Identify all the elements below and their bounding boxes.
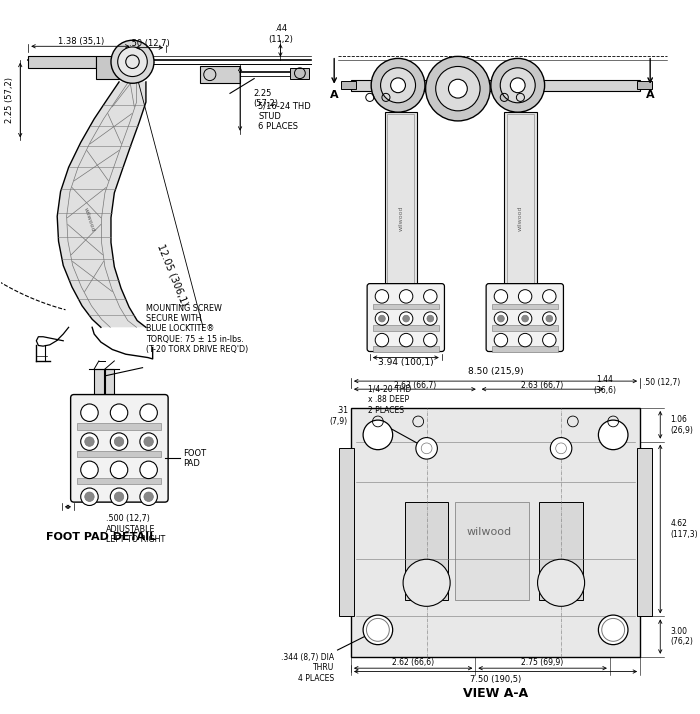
Circle shape <box>510 78 525 93</box>
Text: .500 (12,7)
ADJUSTABLE
LEFT TO RIGHT: .500 (12,7) ADJUSTABLE LEFT TO RIGHT <box>106 514 164 544</box>
Text: 2.62 (66,6): 2.62 (66,6) <box>392 658 434 668</box>
Text: VIEW A-A: VIEW A-A <box>463 688 528 700</box>
Circle shape <box>602 618 624 641</box>
Text: 7.50 (190,5): 7.50 (190,5) <box>470 675 522 684</box>
Text: 1.06
(26,9): 1.06 (26,9) <box>671 415 693 435</box>
Text: 12.05 (306,1): 12.05 (306,1) <box>156 242 190 308</box>
Text: 5/16-24 THD
STUD
6 PLACES: 5/16-24 THD STUD 6 PLACES <box>258 101 311 131</box>
Circle shape <box>400 290 413 303</box>
Circle shape <box>542 312 556 326</box>
Text: wilwood: wilwood <box>518 206 523 231</box>
Text: wilwood: wilwood <box>398 206 403 231</box>
Circle shape <box>400 312 413 326</box>
Text: 2.75 (69,9): 2.75 (69,9) <box>522 658 564 668</box>
Text: 3.94 (100,1): 3.94 (100,1) <box>377 358 433 368</box>
Circle shape <box>538 559 584 606</box>
Circle shape <box>546 315 553 322</box>
Bar <box>78 423 162 430</box>
Bar <box>437 86 445 106</box>
Circle shape <box>111 40 154 84</box>
Circle shape <box>111 433 128 451</box>
Text: 1.44
(36,6): 1.44 (36,6) <box>594 376 617 395</box>
Bar <box>504 112 536 324</box>
Bar <box>470 86 479 106</box>
Polygon shape <box>57 82 146 327</box>
Circle shape <box>498 315 504 322</box>
Bar <box>387 114 414 322</box>
Circle shape <box>435 66 480 111</box>
Circle shape <box>598 420 628 450</box>
Circle shape <box>111 461 128 478</box>
Circle shape <box>140 461 158 478</box>
Bar <box>105 369 114 401</box>
Circle shape <box>598 615 628 645</box>
Circle shape <box>494 290 508 303</box>
Circle shape <box>363 615 393 645</box>
Circle shape <box>80 433 98 451</box>
Circle shape <box>118 47 147 76</box>
Bar <box>78 478 162 484</box>
Circle shape <box>140 433 158 451</box>
Bar <box>372 346 439 351</box>
Text: wilwood: wilwood <box>466 528 512 538</box>
Circle shape <box>367 618 389 641</box>
Text: 2.63 (66,7): 2.63 (66,7) <box>393 381 436 390</box>
Bar <box>351 408 640 657</box>
Circle shape <box>140 404 158 421</box>
Bar <box>507 114 534 322</box>
Circle shape <box>427 315 434 322</box>
Circle shape <box>140 488 158 506</box>
Circle shape <box>494 333 508 347</box>
Text: 1/4-20 THD
x .88 DEEP
2 PLACES: 1/4-20 THD x .88 DEEP 2 PLACES <box>368 385 411 415</box>
Circle shape <box>85 492 95 501</box>
Circle shape <box>111 404 128 421</box>
Circle shape <box>114 492 124 501</box>
Circle shape <box>494 312 508 326</box>
Text: 4.62
(117,3): 4.62 (117,3) <box>671 519 698 539</box>
Circle shape <box>375 290 389 303</box>
Circle shape <box>542 333 556 347</box>
Bar <box>539 502 583 600</box>
Circle shape <box>424 333 437 347</box>
Text: 1.38 (35,1): 1.38 (35,1) <box>57 37 104 46</box>
Circle shape <box>85 437 95 446</box>
Circle shape <box>542 290 556 303</box>
Circle shape <box>550 438 572 459</box>
Bar <box>637 81 652 89</box>
Circle shape <box>424 312 437 326</box>
Bar <box>638 448 652 616</box>
FancyBboxPatch shape <box>367 283 444 351</box>
Bar <box>341 81 356 89</box>
Text: .50 (12,7): .50 (12,7) <box>643 378 680 387</box>
Circle shape <box>400 333 413 347</box>
Circle shape <box>426 56 490 121</box>
Circle shape <box>402 315 409 322</box>
Bar <box>491 303 558 309</box>
Circle shape <box>391 78 405 93</box>
Bar <box>351 80 640 91</box>
Circle shape <box>144 492 153 501</box>
Text: FOOT PAD DETAIL: FOOT PAD DETAIL <box>46 532 156 542</box>
Circle shape <box>144 437 153 446</box>
Circle shape <box>522 315 528 322</box>
Bar <box>372 326 439 331</box>
Text: 2.25 (57,2): 2.25 (57,2) <box>5 77 14 123</box>
Text: .31
(7,9): .31 (7,9) <box>330 406 348 426</box>
Text: FOOT
PAD: FOOT PAD <box>183 448 206 468</box>
Text: 2.25
(57,2): 2.25 (57,2) <box>253 89 279 109</box>
Circle shape <box>375 333 389 347</box>
Circle shape <box>80 404 98 421</box>
Circle shape <box>416 438 438 459</box>
Circle shape <box>491 59 545 112</box>
Circle shape <box>519 333 532 347</box>
Text: MOUNTING SCREW
SECURE WITH
BLUE LOCKTITE®
TORQUE: 75 ± 15 in-lbs.
(T-20 TORX DRI: MOUNTING SCREW SECURE WITH BLUE LOCKTITE… <box>146 303 248 354</box>
Bar <box>28 56 95 69</box>
Bar <box>372 303 439 309</box>
Circle shape <box>381 68 416 103</box>
Bar <box>94 369 104 401</box>
Bar <box>290 68 309 79</box>
Bar <box>339 448 354 616</box>
FancyBboxPatch shape <box>71 395 168 502</box>
Circle shape <box>449 79 468 98</box>
Circle shape <box>80 488 98 506</box>
